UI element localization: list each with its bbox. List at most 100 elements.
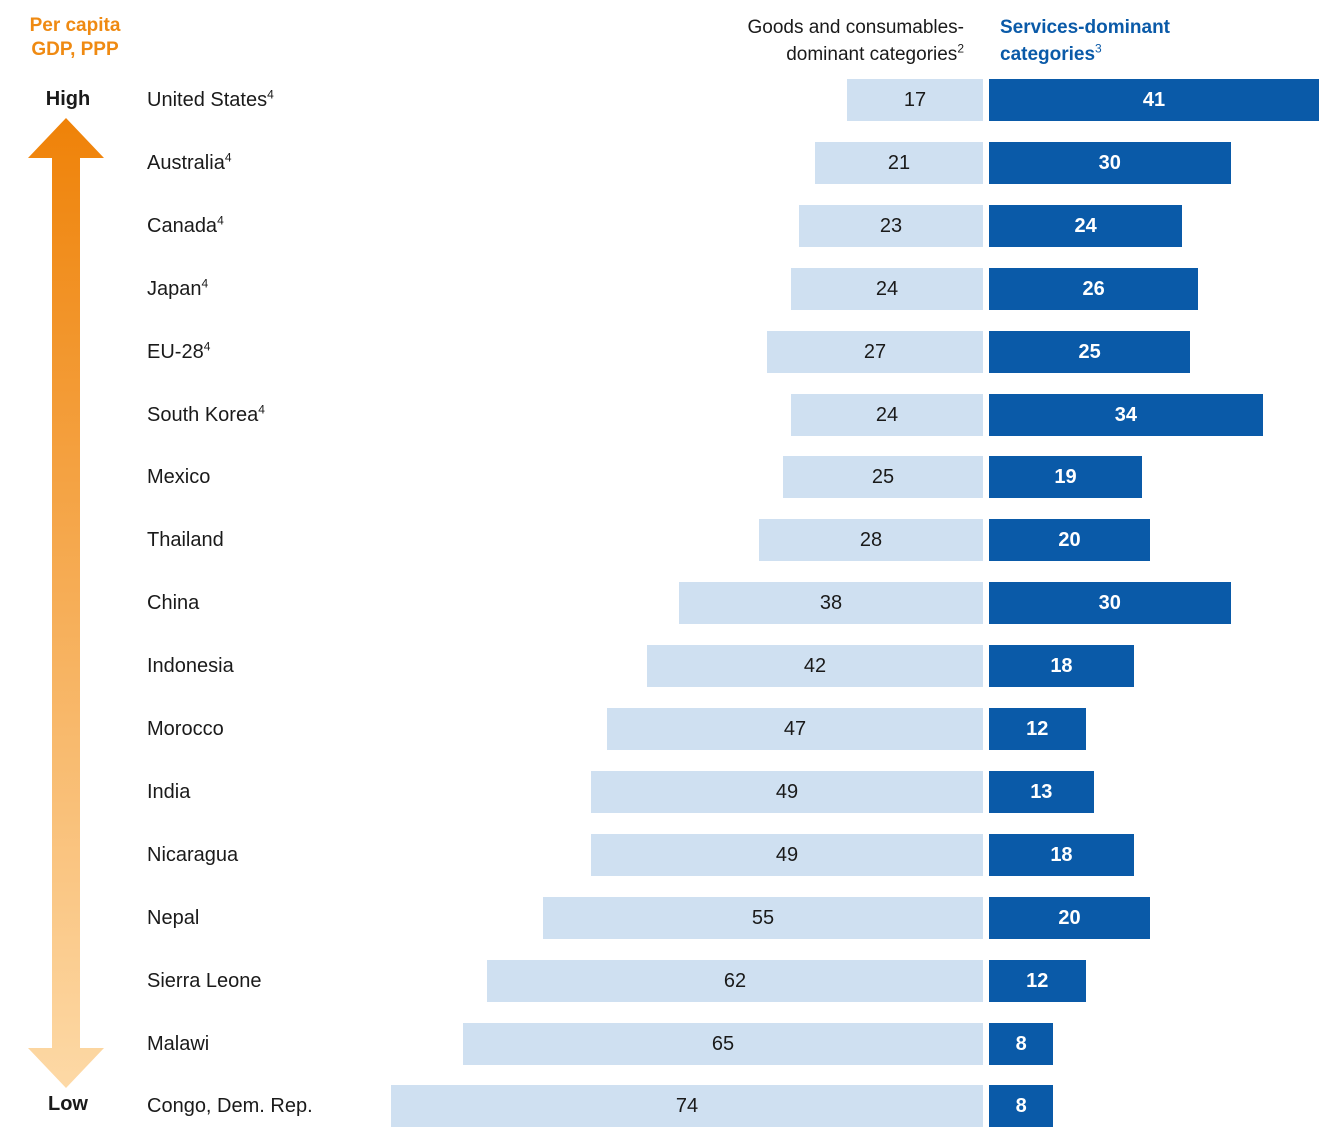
country-name: Mexico <box>147 466 211 489</box>
goods-value-label: 27 <box>863 340 887 363</box>
services-value-label: 18 <box>1050 843 1073 866</box>
country-name: India <box>147 780 191 803</box>
country-name: Nepal <box>147 906 200 929</box>
goods-bar <box>607 708 983 750</box>
services-bar <box>989 519 1150 562</box>
country-footnote: 4 <box>201 276 209 291</box>
services-value-label: 26 <box>1082 277 1105 300</box>
goods-value-label: 21 <box>887 151 911 174</box>
goods-value-label: 49 <box>775 780 799 803</box>
country-label: Malawi <box>147 1032 209 1056</box>
country-label: Nicaragua <box>147 843 238 867</box>
services-value-label: 8 <box>1015 1032 1027 1055</box>
services-bar <box>989 141 1231 184</box>
services-bar <box>989 79 1320 121</box>
gdp-arrow-icon <box>28 118 104 1088</box>
country-name: Canada <box>147 214 218 237</box>
country-footnote: 4 <box>217 213 224 228</box>
low-label: Low <box>48 1093 88 1115</box>
services-value-label: 41 <box>1142 89 1166 111</box>
arrow-shape <box>28 118 104 1088</box>
services-value-label: 12 <box>1026 718 1049 740</box>
services-bar <box>989 708 1086 750</box>
country-name: Malawi <box>147 1032 210 1055</box>
country-name: Japan <box>147 277 202 300</box>
services-value-label: 12 <box>1026 969 1049 992</box>
country-label: Nepal <box>147 906 199 930</box>
country-label: Japan4 <box>147 277 208 301</box>
services-value-label: 18 <box>1050 655 1073 678</box>
goods-bar <box>847 79 983 121</box>
goods-bar <box>767 330 983 373</box>
services-value-label: 24 <box>1074 214 1097 237</box>
country-name: United States <box>147 89 268 111</box>
country-label: Congo, Dem. Rep. <box>147 1094 313 1118</box>
country-name: South Korea <box>147 403 259 426</box>
country-label: Morocco <box>147 717 224 741</box>
country-name: Congo, Dem. Rep. <box>147 1095 313 1118</box>
goods-bar <box>759 519 983 562</box>
country-name: Australia <box>147 151 225 174</box>
goods-value-label: 24 <box>875 403 899 426</box>
goods-bar <box>791 267 983 310</box>
services-header-line1: Services-dominant <box>1000 17 1170 38</box>
services-bar <box>989 393 1263 436</box>
services-bar <box>989 896 1150 939</box>
country-name: China <box>147 592 200 615</box>
country-label: EU-284 <box>147 340 210 364</box>
goods-bar <box>815 141 983 184</box>
goods-value-label: 28 <box>859 529 883 552</box>
services-value-label: 30 <box>1098 592 1121 615</box>
country-footnote: 4 <box>267 87 274 102</box>
goods-value-label: 17 <box>903 89 927 111</box>
goods-bar <box>591 770 983 813</box>
goods-value-label: 55 <box>751 906 775 929</box>
services-value-label: 34 <box>1114 403 1137 426</box>
country-label: United States4 <box>147 88 274 112</box>
goods-header-line1: Goods and consumables- <box>747 17 964 38</box>
goods-value-label: 47 <box>783 718 807 740</box>
goods-header: Goods and consumables- dominant categori… <box>604 14 964 68</box>
goods-bar <box>463 1022 983 1065</box>
goods-value-label: 49 <box>775 843 799 866</box>
services-value-label: 25 <box>1078 340 1101 363</box>
services-bar <box>989 959 1086 1002</box>
goods-value-label: 42 <box>803 655 827 678</box>
goods-value-label: 65 <box>711 1032 735 1055</box>
services-bar <box>989 267 1199 310</box>
goods-value-label: 62 <box>723 969 747 992</box>
services-bar <box>989 204 1183 247</box>
goods-value-label: 38 <box>819 592 843 615</box>
country-label: Australia4 <box>147 151 232 175</box>
services-bar <box>989 770 1094 813</box>
goods-bar <box>591 833 983 876</box>
y-axis-title-line2: GDP, PPP <box>31 39 119 60</box>
country-label: Canada4 <box>147 214 224 238</box>
goods-bar <box>647 645 983 688</box>
y-axis-title: Per capita GDP, PPP <box>0 14 150 62</box>
country-label: Mexico <box>147 465 210 489</box>
goods-header-line2: dominant categories <box>786 44 958 65</box>
high-label: High <box>45 88 91 110</box>
services-bar <box>989 582 1231 625</box>
country-name: EU-28 <box>147 340 204 363</box>
services-bar <box>989 456 1142 499</box>
y-axis-title-line1: Per capita <box>29 15 121 36</box>
services-bar <box>989 833 1134 876</box>
goods-bar <box>487 959 983 1002</box>
country-label: China <box>147 591 199 615</box>
country-footnote: 4 <box>203 338 211 353</box>
country-footnote: 4 <box>224 150 232 165</box>
services-value-label: 30 <box>1098 151 1121 174</box>
country-name: Indonesia <box>147 655 234 678</box>
country-label: South Korea4 <box>147 403 265 427</box>
services-bar <box>989 1022 1054 1065</box>
goods-value-label: 24 <box>875 277 899 300</box>
goods-value-label: 74 <box>675 1095 699 1118</box>
services-bar <box>989 645 1134 688</box>
services-header-line2: categories <box>1000 44 1096 65</box>
services-bar <box>989 330 1191 373</box>
services-value-label: 13 <box>1030 780 1053 803</box>
services-header-note: 3 <box>1095 41 1102 56</box>
